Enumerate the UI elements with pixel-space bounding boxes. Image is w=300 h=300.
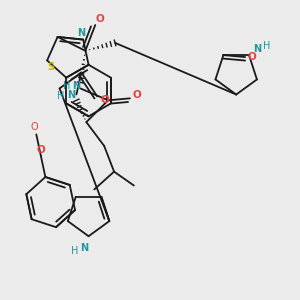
Text: H: H <box>63 81 70 92</box>
Text: O: O <box>37 145 45 155</box>
Text: O: O <box>248 52 256 62</box>
Text: O: O <box>101 95 110 105</box>
Text: N: N <box>68 90 76 100</box>
Text: N: N <box>77 28 85 38</box>
Text: S: S <box>47 62 55 72</box>
Text: H: H <box>71 246 78 256</box>
Text: O: O <box>31 122 38 132</box>
Text: H: H <box>263 41 271 51</box>
Text: N: N <box>72 81 80 92</box>
Text: H: H <box>57 92 64 101</box>
Text: N: N <box>80 243 89 253</box>
Text: O: O <box>133 90 141 100</box>
Text: N: N <box>253 44 261 54</box>
Text: O: O <box>96 14 105 24</box>
